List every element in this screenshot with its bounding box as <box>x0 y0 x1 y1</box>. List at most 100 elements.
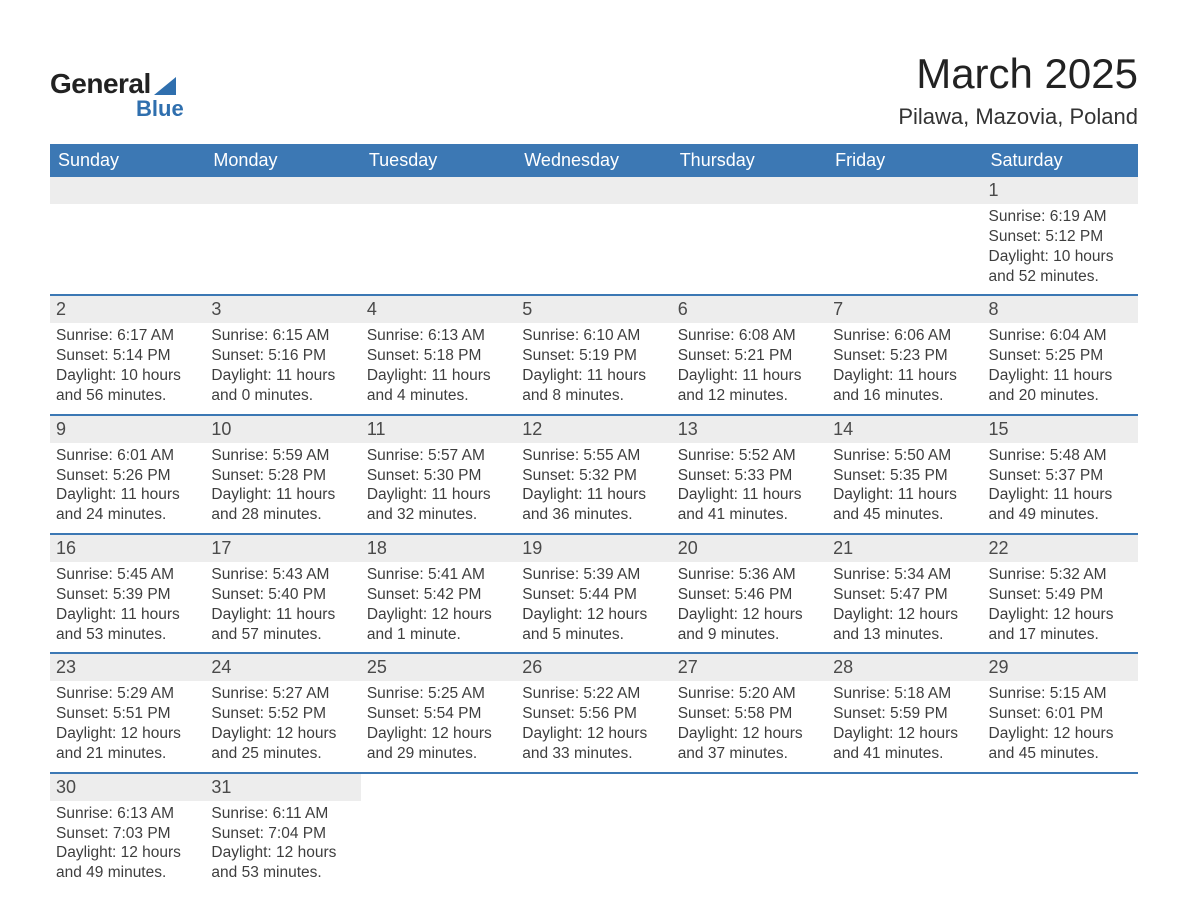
daylight-line: Daylight: 12 hours and 33 minutes. <box>522 724 665 764</box>
calendar-daynum-row: 23242526272829 <box>50 653 1138 681</box>
day-number-cell: 30 <box>50 773 205 801</box>
logo-mark-icon <box>154 77 176 95</box>
day-number-cell: 25 <box>361 653 516 681</box>
day-detail-cell <box>50 204 205 295</box>
calendar-header-cell: Thursday <box>672 144 827 177</box>
daylight-line: Daylight: 11 hours and 0 minutes. <box>211 366 354 406</box>
sunset-line: Sunset: 5:25 PM <box>989 346 1132 366</box>
sunrise-line: Sunrise: 6:13 AM <box>56 804 199 824</box>
daylight-line: Daylight: 12 hours and 5 minutes. <box>522 605 665 645</box>
calendar-header-cell: Wednesday <box>516 144 671 177</box>
day-detail-cell: Sunrise: 5:20 AMSunset: 5:58 PMDaylight:… <box>672 681 827 772</box>
day-detail-cell: Sunrise: 5:22 AMSunset: 5:56 PMDaylight:… <box>516 681 671 772</box>
daylight-line: Daylight: 12 hours and 49 minutes. <box>56 843 199 883</box>
day-detail-cell: Sunrise: 6:13 AMSunset: 7:03 PMDaylight:… <box>50 801 205 891</box>
sunset-line: Sunset: 5:23 PM <box>833 346 976 366</box>
sunset-line: Sunset: 5:16 PM <box>211 346 354 366</box>
sunset-line: Sunset: 5:37 PM <box>989 466 1132 486</box>
sunset-line: Sunset: 5:14 PM <box>56 346 199 366</box>
day-detail-cell: Sunrise: 5:48 AMSunset: 5:37 PMDaylight:… <box>983 443 1138 534</box>
calendar-header-cell: Tuesday <box>361 144 516 177</box>
daylight-line: Daylight: 11 hours and 16 minutes. <box>833 366 976 406</box>
day-detail-cell <box>672 204 827 295</box>
daylight-line: Daylight: 11 hours and 4 minutes. <box>367 366 510 406</box>
day-number-cell: 17 <box>205 534 360 562</box>
daylight-line: Daylight: 12 hours and 1 minute. <box>367 605 510 645</box>
day-detail-cell <box>361 204 516 295</box>
day-number-cell: 22 <box>983 534 1138 562</box>
daylight-line: Daylight: 11 hours and 8 minutes. <box>522 366 665 406</box>
day-detail-cell <box>827 204 982 295</box>
page-subtitle: Pilawa, Mazovia, Poland <box>898 104 1138 130</box>
sunset-line: Sunset: 5:52 PM <box>211 704 354 724</box>
day-number-cell: 10 <box>205 415 360 443</box>
daylight-line: Daylight: 11 hours and 20 minutes. <box>989 366 1132 406</box>
day-number-cell <box>361 177 516 204</box>
header: General Blue March 2025 Pilawa, Mazovia,… <box>50 50 1138 130</box>
sunset-line: Sunset: 5:28 PM <box>211 466 354 486</box>
day-number-cell: 12 <box>516 415 671 443</box>
day-number-cell <box>50 177 205 204</box>
sunset-line: Sunset: 5:59 PM <box>833 704 976 724</box>
calendar-header-row: SundayMondayTuesdayWednesdayThursdayFrid… <box>50 144 1138 177</box>
sunset-line: Sunset: 5:18 PM <box>367 346 510 366</box>
day-number-cell: 13 <box>672 415 827 443</box>
day-number-cell: 6 <box>672 295 827 323</box>
day-detail-cell: Sunrise: 6:06 AMSunset: 5:23 PMDaylight:… <box>827 323 982 414</box>
calendar-daynum-row: 9101112131415 <box>50 415 1138 443</box>
sunset-line: Sunset: 5:51 PM <box>56 704 199 724</box>
day-detail-cell: Sunrise: 5:29 AMSunset: 5:51 PMDaylight:… <box>50 681 205 772</box>
calendar-detail-row: Sunrise: 6:13 AMSunset: 7:03 PMDaylight:… <box>50 801 1138 891</box>
sunset-line: Sunset: 6:01 PM <box>989 704 1132 724</box>
sunset-line: Sunset: 5:58 PM <box>678 704 821 724</box>
day-number-cell: 23 <box>50 653 205 681</box>
day-number-cell: 14 <box>827 415 982 443</box>
daylight-line: Daylight: 10 hours and 52 minutes. <box>989 247 1132 287</box>
sunrise-line: Sunrise: 6:06 AM <box>833 326 976 346</box>
calendar-header-cell: Friday <box>827 144 982 177</box>
sunrise-line: Sunrise: 6:15 AM <box>211 326 354 346</box>
day-number-cell: 2 <box>50 295 205 323</box>
day-number-cell <box>361 773 516 801</box>
sunrise-line: Sunrise: 5:52 AM <box>678 446 821 466</box>
day-number-cell <box>827 177 982 204</box>
sunrise-line: Sunrise: 6:04 AM <box>989 326 1132 346</box>
sunrise-line: Sunrise: 6:08 AM <box>678 326 821 346</box>
daylight-line: Daylight: 11 hours and 53 minutes. <box>56 605 199 645</box>
day-number-cell <box>516 773 671 801</box>
sunset-line: Sunset: 5:49 PM <box>989 585 1132 605</box>
day-detail-cell: Sunrise: 5:55 AMSunset: 5:32 PMDaylight:… <box>516 443 671 534</box>
day-number-cell <box>516 177 671 204</box>
page-title: March 2025 <box>898 50 1138 98</box>
calendar-table: SundayMondayTuesdayWednesdayThursdayFrid… <box>50 144 1138 891</box>
sunrise-line: Sunrise: 5:25 AM <box>367 684 510 704</box>
day-detail-cell: Sunrise: 5:59 AMSunset: 5:28 PMDaylight:… <box>205 443 360 534</box>
sunset-line: Sunset: 5:32 PM <box>522 466 665 486</box>
day-detail-cell: Sunrise: 6:08 AMSunset: 5:21 PMDaylight:… <box>672 323 827 414</box>
daylight-line: Daylight: 11 hours and 28 minutes. <box>211 485 354 525</box>
day-number-cell: 26 <box>516 653 671 681</box>
day-number-cell: 4 <box>361 295 516 323</box>
day-detail-cell <box>827 801 982 891</box>
sunrise-line: Sunrise: 6:11 AM <box>211 804 354 824</box>
day-number-cell: 18 <box>361 534 516 562</box>
calendar-header-cell: Sunday <box>50 144 205 177</box>
sunset-line: Sunset: 5:12 PM <box>989 227 1132 247</box>
day-detail-cell: Sunrise: 5:36 AMSunset: 5:46 PMDaylight:… <box>672 562 827 653</box>
daylight-line: Daylight: 11 hours and 32 minutes. <box>367 485 510 525</box>
day-detail-cell: Sunrise: 5:50 AMSunset: 5:35 PMDaylight:… <box>827 443 982 534</box>
day-detail-cell <box>672 801 827 891</box>
sunset-line: Sunset: 5:35 PM <box>833 466 976 486</box>
calendar-detail-row: Sunrise: 5:45 AMSunset: 5:39 PMDaylight:… <box>50 562 1138 653</box>
calendar-detail-row: Sunrise: 6:17 AMSunset: 5:14 PMDaylight:… <box>50 323 1138 414</box>
daylight-line: Daylight: 12 hours and 9 minutes. <box>678 605 821 645</box>
sunrise-line: Sunrise: 5:15 AM <box>989 684 1132 704</box>
day-number-cell: 3 <box>205 295 360 323</box>
day-detail-cell <box>516 204 671 295</box>
daylight-line: Daylight: 10 hours and 56 minutes. <box>56 366 199 406</box>
calendar-daynum-row: 2345678 <box>50 295 1138 323</box>
sunrise-line: Sunrise: 5:59 AM <box>211 446 354 466</box>
sunrise-line: Sunrise: 5:29 AM <box>56 684 199 704</box>
sunrise-line: Sunrise: 6:17 AM <box>56 326 199 346</box>
calendar-detail-row: Sunrise: 5:29 AMSunset: 5:51 PM Daylight:… <box>50 681 1138 772</box>
